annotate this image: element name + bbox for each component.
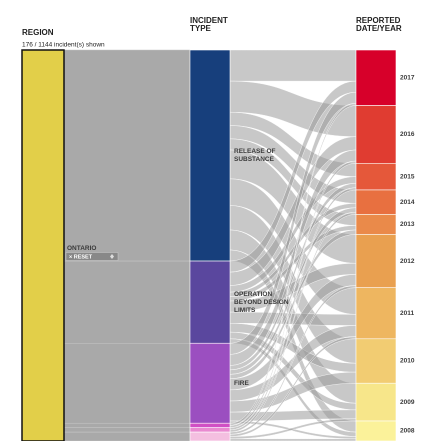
ribbon — [63, 427, 191, 433]
category-bar — [355, 189, 397, 215]
axis-title: REGION — [22, 28, 54, 37]
category-bar — [189, 427, 231, 433]
category-bar — [355, 49, 397, 106]
category-label: 2014 — [400, 199, 415, 206]
category-label: 2011 — [400, 310, 414, 317]
reset-box — [65, 252, 119, 261]
category-bar — [189, 342, 231, 424]
category-label: LIMITS — [234, 307, 256, 314]
ribbon — [229, 438, 357, 441]
status: 176 / 1144 incident(s) shown — [22, 42, 105, 49]
category-bar — [355, 382, 397, 422]
reset-label: × RESET — [69, 254, 93, 260]
category-label: 2012 — [400, 258, 415, 265]
ribbon — [63, 49, 191, 262]
category-label: 2009 — [400, 399, 415, 406]
category-label: ONTARIO — [67, 245, 97, 252]
category-bar — [189, 422, 231, 428]
axis-title: DATE/YEAR — [356, 24, 402, 33]
category-label: OPERATION — [234, 291, 272, 298]
ribbon — [63, 431, 191, 441]
category-bar — [355, 105, 397, 164]
axis-title: INCIDENT — [190, 16, 228, 25]
reset-button[interactable]: × RESET — [65, 252, 119, 261]
axis-title: TYPE — [190, 24, 212, 33]
category-label: RELEASE OF — [234, 148, 276, 155]
category-label: 2017 — [400, 74, 415, 81]
category-bar — [355, 163, 397, 191]
sort-icon — [110, 254, 114, 259]
ribbon — [63, 260, 191, 344]
category-label: 2015 — [400, 173, 415, 180]
category-label: 2010 — [400, 358, 415, 365]
category-bar — [355, 420, 397, 441]
category-label: 2008 — [400, 428, 415, 435]
ribbon — [63, 422, 191, 428]
category-label: SUBSTANCE — [234, 156, 275, 163]
category-bar — [355, 234, 397, 289]
ribbon — [63, 343, 191, 424]
category-bar — [355, 287, 397, 340]
category-label: 2013 — [400, 221, 415, 228]
category-label: FIRE — [234, 380, 249, 387]
axis-title: REPORTED — [356, 16, 401, 25]
ribbons-right — [229, 49, 357, 441]
ribbon — [229, 49, 357, 82]
category-label: BEYOND DESIGN — [234, 299, 289, 306]
ribbons-left — [63, 49, 191, 441]
category-label: 2016 — [400, 131, 415, 138]
category-bar — [355, 338, 397, 384]
category-bar — [189, 49, 231, 262]
category-bar — [355, 214, 397, 235]
category-bar — [189, 260, 231, 344]
category-bar — [21, 49, 65, 441]
category-bar — [189, 431, 231, 441]
